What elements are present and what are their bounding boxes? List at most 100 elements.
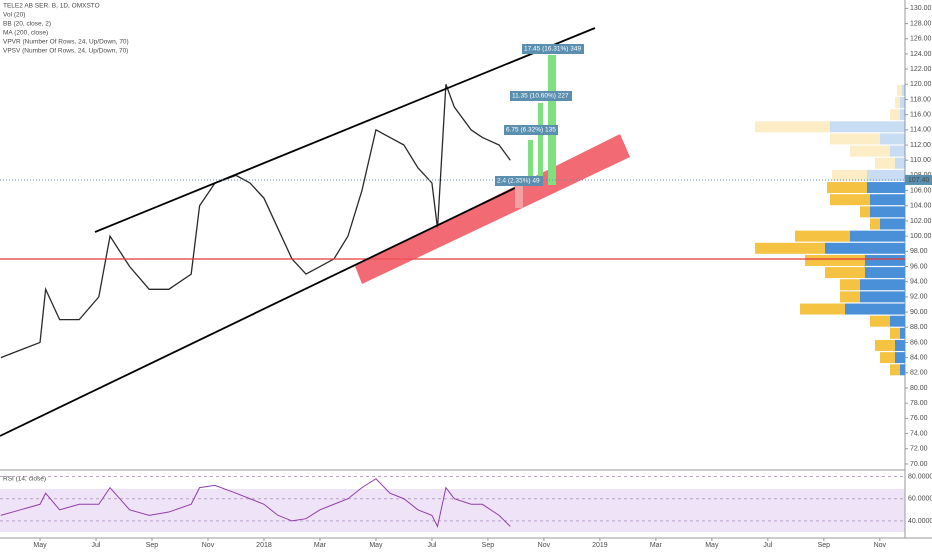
profile-down [795,230,850,242]
last-price-tag [905,174,932,185]
profile-up [880,218,905,230]
x-tick-label: Jul [427,542,436,549]
price-line [0,84,511,359]
x-tick-label: Mar [650,542,663,549]
profile-up [845,303,905,315]
y-tick-label: 98.00 [910,248,928,255]
profile-up [870,194,905,206]
profile-down [897,84,902,96]
profile-down [805,254,865,266]
x-tick-label: May [33,542,47,549]
x-tick-label: Sep [482,542,495,549]
profile-down [832,169,867,181]
profile-down [880,352,895,364]
y-tick-label: 126.00 [910,36,932,43]
y-tick-label: 116.00 [910,111,931,118]
rsi-line [0,478,511,528]
y-tick-label: 94.00 [910,279,928,286]
y-tick-label: 72.00 [910,446,928,453]
profile-up [902,84,905,96]
indicator-label: Vol (20) [3,12,25,19]
y-tick-label: 110.00 [910,157,931,164]
profile-down [830,133,880,145]
channel-upper [94,27,596,233]
profile-down [870,315,890,327]
x-tick-label: Jul [763,542,772,549]
profile-up [867,169,905,181]
profile-down [890,327,900,339]
profile-down [827,182,867,194]
profile-up [880,133,905,145]
last-price-label: 107.40 [908,177,930,184]
profile-down [870,218,880,230]
profile-up [890,145,905,157]
profile-up [865,267,905,279]
x-tick-label: Sep [146,542,159,549]
rsi-title: RSI (14, close) [3,476,46,483]
x-tick-label: Sep [818,542,831,549]
indicator-label: BB (20, close, 2) [3,21,51,28]
x-tick-label: Nov [202,542,215,549]
profile-down [890,109,900,121]
x-tick-label: Jul [92,542,101,549]
profile-up [890,315,905,327]
target-bar [548,55,556,185]
plot-background [0,0,905,538]
target-bar [528,140,533,185]
profile-down [895,97,900,109]
y-tick-label: 74.00 [910,430,928,437]
y-tick-label: 88.00 [910,324,928,331]
y-tick-label: 82.00 [910,370,928,377]
y-tick-label: 118.00 [910,96,931,103]
annotation: 17.45 (16.31%) 349 [524,46,581,53]
profile-down [825,267,865,279]
profile-down [800,303,845,315]
rsi-tick-label: 40.0000 [908,518,932,525]
x-tick-label: May [705,542,719,549]
y-tick-label: 128.00 [910,20,932,27]
y-tick-label: 96.00 [910,263,928,270]
profile-up [900,364,905,376]
y-tick-label: 106.00 [910,187,932,194]
y-tick-label: 84.00 [910,354,928,361]
y-tick-label: 90.00 [910,309,928,316]
profile-down [860,206,870,218]
profile-down [840,291,860,303]
y-tick-label: 102.00 [910,218,932,225]
profile-up [830,121,905,133]
y-tick-label: 92.00 [910,294,928,301]
annotation: 2.4 (2.35%) 49 [497,178,540,185]
profile-down [755,242,825,254]
y-tick-label: 114.00 [910,127,931,134]
chart-title: TELE2 AB SER. B, 1D, OMXSTO [3,3,100,10]
profile-down [875,339,895,351]
y-tick-label: 130.00 [910,5,932,12]
rsi-tick-label: 60.0000 [908,496,932,503]
y-tick-label: 122.00 [910,66,932,73]
y-tick-label: 100.00 [910,233,932,240]
x-tick-label: Nov [874,542,887,549]
support-zone [355,134,630,284]
profile-up [900,109,905,121]
profile-down [830,194,870,206]
y-tick-label: 124.00 [910,51,932,58]
profile-up [895,352,905,364]
x-tick-label: 2018 [256,542,272,549]
profile-up [870,206,905,218]
annotation-box [510,91,572,101]
annotation: 6.75 (6.32%) 135 [506,127,556,134]
profile-down [755,121,830,133]
profile-down [840,279,860,291]
y-tick-label: 120.00 [910,81,932,88]
x-tick-label: Mar [314,542,327,549]
profile-up [850,230,905,242]
y-tick-label: 104.00 [910,203,932,210]
indicator-label: MA (200, close) [3,30,48,37]
risk-bar [515,186,523,208]
profile-up [895,339,905,351]
x-tick-label: 2019 [592,542,608,549]
profile-up [900,97,905,109]
x-tick-label: Nov [538,542,551,549]
annotation-box [504,125,558,135]
